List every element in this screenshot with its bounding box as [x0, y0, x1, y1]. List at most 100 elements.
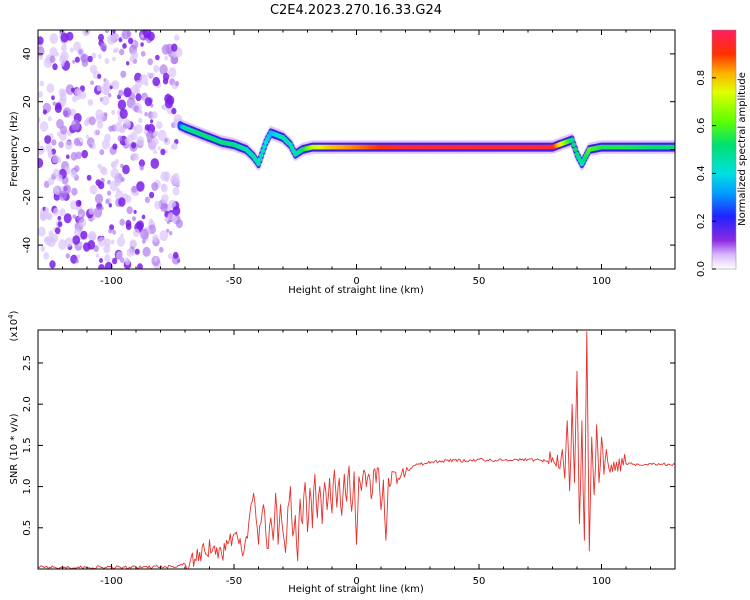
- noise-speckle: [153, 64, 160, 73]
- noise-speckle: [170, 144, 175, 150]
- noise-speckle: [39, 80, 44, 87]
- noise-speckle: [151, 137, 159, 146]
- noise-speckle: [152, 234, 159, 243]
- noise-speckle: [139, 165, 144, 171]
- noise-speckle: [168, 199, 176, 210]
- noise-speckle: [144, 97, 153, 107]
- noise-speckle: [156, 121, 163, 130]
- ridge-core: [672, 144, 675, 150]
- colorbar-tick-label: 0.6: [696, 118, 707, 134]
- noise-speckle: [70, 87, 75, 93]
- noise-speckle: [65, 140, 73, 150]
- noise-speckle: [162, 72, 170, 81]
- noise-speckle: [114, 178, 121, 187]
- noise-speckle: [54, 104, 62, 113]
- noise-speckle: [70, 151, 78, 161]
- snr-scale-label: (x104): [7, 310, 20, 341]
- noise-speckle: [120, 233, 124, 238]
- noise-speckle: [97, 73, 102, 79]
- noise-speckle: [110, 239, 115, 245]
- snr-background: [38, 330, 675, 569]
- noise-speckle: [95, 253, 100, 258]
- noise-speckle: [60, 32, 69, 43]
- noise-speckle: [46, 212, 53, 221]
- noise-speckle: [104, 261, 113, 269]
- noise-speckle: [136, 220, 144, 230]
- noise-speckle: [164, 217, 169, 223]
- noise-speckle: [88, 116, 96, 126]
- noise-speckle: [57, 215, 62, 221]
- colorbar-tick-label: 0.4: [696, 165, 707, 181]
- noise-speckle: [97, 236, 106, 247]
- noise-speckle: [87, 55, 93, 63]
- noise-speckle: [85, 134, 90, 139]
- colorbar-label: Normalized spectral amplitude: [737, 72, 748, 226]
- noise-speckle: [136, 136, 145, 146]
- snr-y-axis: 0.5 1.0 1.5 2.0 2.5: [22, 355, 675, 536]
- noise-speckle: [123, 87, 132, 98]
- noise-speckle: [104, 133, 111, 143]
- noise-speckle: [60, 61, 65, 67]
- noise-speckle: [91, 52, 97, 59]
- noise-speckle: [134, 124, 143, 135]
- noise-speckle: [52, 156, 58, 164]
- noise-speckle: [122, 43, 127, 49]
- noise-speckle: [131, 84, 139, 94]
- noise-speckle: [72, 59, 76, 64]
- noise-speckle: [88, 207, 95, 215]
- noise-speckle: [112, 56, 116, 62]
- noise-speckle: [150, 158, 160, 169]
- noise-speckle: [105, 198, 110, 205]
- noise-speckle: [74, 228, 81, 236]
- noise-speckle: [45, 143, 52, 152]
- noise-speckle: [74, 88, 82, 97]
- noise-speckle: [153, 256, 158, 262]
- noise-speckle: [147, 138, 151, 143]
- snr-line-layer: [38, 331, 675, 569]
- noise-speckle: [51, 95, 55, 101]
- noise-speckle: [53, 168, 60, 177]
- noise-speckle: [49, 55, 56, 63]
- noise-speckle: [139, 74, 148, 85]
- noise-speckle: [44, 207, 49, 213]
- noise-speckle: [137, 263, 143, 269]
- y-tick-label: 1.5: [22, 437, 33, 453]
- x-tick-label: -100: [100, 276, 123, 287]
- noise-speckle: [65, 253, 71, 259]
- noise-speckle: [80, 230, 88, 240]
- spectrogram-x-label: Height of straight line (km): [288, 285, 424, 296]
- noise-speckle: [171, 107, 177, 115]
- noise-speckle: [78, 213, 83, 218]
- noise-speckle: [60, 51, 69, 62]
- noise-speckle: [166, 95, 175, 106]
- spectrogram-y-axis: -40 -20 0 20 40: [22, 48, 675, 253]
- noise-speckle: [82, 30, 89, 37]
- noise-speckle: [125, 120, 130, 126]
- noise-speckle: [161, 105, 165, 110]
- ridge-core: [262, 144, 267, 150]
- noise-speckle: [108, 203, 113, 208]
- noise-speckle: [62, 107, 72, 118]
- snr-x-label: Height of straight line (km): [288, 584, 424, 595]
- noise-speckle: [74, 56, 80, 63]
- noise-speckle: [141, 214, 146, 220]
- noise-speckle: [146, 130, 154, 141]
- noise-speckle: [81, 58, 89, 67]
- noise-speckle: [38, 158, 44, 168]
- noise-speckle: [72, 95, 78, 103]
- noise-speckle: [119, 48, 125, 56]
- y-tick-label: 40: [22, 48, 33, 61]
- noise-speckle: [83, 119, 90, 127]
- noise-speckle: [87, 99, 94, 106]
- colorbar-tick-label: 0.2: [696, 213, 707, 229]
- noise-speckle: [159, 246, 164, 253]
- noise-speckle: [87, 240, 96, 250]
- figure-title: C2E4.2023.270.16.33.G24: [270, 3, 442, 18]
- noise-speckle: [52, 101, 56, 106]
- spectrogram-y-label: Frequency (Hz): [9, 111, 20, 187]
- ridge-core: [573, 147, 578, 152]
- x-tick-label: 50: [473, 576, 486, 587]
- noise-speckle: [97, 181, 105, 190]
- noise-speckle: [149, 191, 155, 199]
